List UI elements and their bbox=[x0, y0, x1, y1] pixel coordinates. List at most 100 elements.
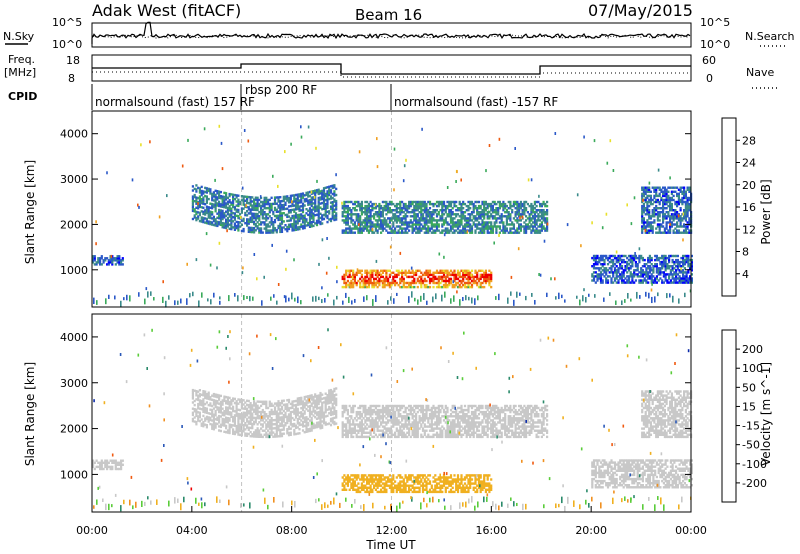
scatter-cell bbox=[452, 280, 455, 284]
echo-cell bbox=[416, 279, 419, 283]
echo-cell bbox=[366, 229, 369, 232]
echo-cell bbox=[669, 269, 672, 272]
echo-cell bbox=[261, 215, 264, 218]
echo-cell bbox=[244, 211, 247, 215]
echo-cell bbox=[239, 202, 242, 206]
echo-cell bbox=[367, 211, 370, 214]
echo-cell bbox=[254, 216, 257, 220]
echo-cell bbox=[434, 209, 437, 212]
echo-cell bbox=[348, 225, 351, 228]
echo-cell bbox=[455, 200, 458, 204]
echo-cell bbox=[333, 210, 336, 213]
echo-cell bbox=[380, 227, 383, 230]
echo-cell bbox=[207, 403, 210, 407]
echo-cell bbox=[265, 413, 268, 416]
echo-cell bbox=[214, 210, 217, 213]
scatter-cell bbox=[285, 267, 287, 271]
echo-cell bbox=[654, 265, 657, 268]
echo-cell bbox=[591, 279, 594, 282]
echo-cell bbox=[195, 408, 198, 411]
echo-cell bbox=[324, 192, 327, 196]
echo-cell bbox=[610, 271, 613, 274]
echo-cell bbox=[265, 219, 268, 222]
echo-cell bbox=[679, 223, 682, 226]
scatter-cell bbox=[253, 253, 256, 256]
echo-cell bbox=[367, 207, 370, 210]
echo-cell bbox=[218, 414, 221, 418]
echo-cell bbox=[360, 211, 363, 214]
echo-cell bbox=[294, 197, 298, 201]
echo-cell bbox=[270, 404, 273, 407]
echo-cell bbox=[233, 414, 236, 417]
echo-cell bbox=[437, 204, 440, 208]
echo-cell bbox=[268, 404, 271, 408]
echo-cell bbox=[225, 418, 228, 421]
echo-cell bbox=[223, 206, 226, 209]
scatter-cell bbox=[328, 256, 330, 260]
echo-cell bbox=[268, 231, 271, 234]
echo-cell bbox=[256, 198, 259, 201]
echo-cell bbox=[451, 219, 454, 222]
echo-cell bbox=[293, 418, 296, 421]
echo-cell bbox=[369, 225, 372, 228]
echo-cell bbox=[268, 215, 271, 218]
echo-cell bbox=[246, 218, 249, 221]
echo-cell bbox=[669, 221, 672, 224]
scatter-cell bbox=[498, 137, 501, 141]
echo-cell bbox=[655, 194, 658, 198]
echo-cell bbox=[427, 209, 430, 212]
echo-cell bbox=[420, 279, 423, 283]
echo-cell bbox=[657, 256, 660, 260]
clutter-cell bbox=[249, 295, 251, 302]
echo-cell bbox=[296, 216, 299, 219]
echo-cell bbox=[272, 419, 275, 422]
echo-cell bbox=[655, 275, 658, 278]
echo-cell bbox=[200, 422, 203, 425]
echo-cell bbox=[594, 254, 597, 258]
echo-cell bbox=[411, 227, 414, 230]
scatter-cell bbox=[410, 266, 413, 270]
echo-cell bbox=[225, 196, 228, 199]
nsky-trace bbox=[91, 21, 691, 44]
echo-cell bbox=[690, 267, 693, 270]
echo-cell bbox=[397, 231, 400, 234]
scatter-cell bbox=[95, 220, 97, 224]
echo-cell bbox=[641, 204, 644, 208]
echo-cell bbox=[317, 196, 320, 200]
echo-cell bbox=[232, 205, 235, 209]
echo-cell bbox=[310, 198, 313, 201]
echo-cell bbox=[205, 397, 208, 400]
echo-cell bbox=[683, 223, 686, 226]
echo-cell bbox=[268, 225, 271, 228]
echo-cell bbox=[658, 194, 661, 198]
echo-cell bbox=[376, 204, 379, 208]
echo-cell bbox=[369, 281, 372, 285]
echo-cell bbox=[225, 192, 228, 195]
echo-region bbox=[92, 459, 124, 471]
echo-cell bbox=[303, 194, 306, 197]
echo-cell bbox=[279, 216, 282, 219]
echo-cell bbox=[518, 223, 521, 226]
echo-cell bbox=[674, 213, 677, 216]
clutter-cell bbox=[561, 294, 563, 299]
echo-cell bbox=[369, 279, 372, 283]
echo-cell bbox=[312, 202, 315, 205]
echo-cell bbox=[641, 281, 644, 284]
echo-cell bbox=[308, 213, 312, 216]
echo-cell bbox=[312, 220, 315, 223]
echo-cell bbox=[601, 273, 604, 276]
echo-cell bbox=[441, 229, 444, 232]
clutter-cell bbox=[546, 292, 548, 298]
nsky-tick-hi: 10^5 bbox=[52, 16, 82, 29]
echo-cell bbox=[683, 186, 686, 189]
echo-cell bbox=[455, 275, 458, 279]
echo-cell bbox=[273, 406, 277, 409]
echo-cell bbox=[328, 187, 331, 191]
echo-cell bbox=[284, 201, 287, 204]
echo-cell bbox=[658, 192, 661, 196]
echo-cell bbox=[263, 211, 266, 214]
echo-cell bbox=[246, 403, 249, 407]
echo-cell bbox=[596, 267, 599, 270]
echo-cell bbox=[427, 271, 430, 274]
echo-cell bbox=[376, 273, 379, 277]
